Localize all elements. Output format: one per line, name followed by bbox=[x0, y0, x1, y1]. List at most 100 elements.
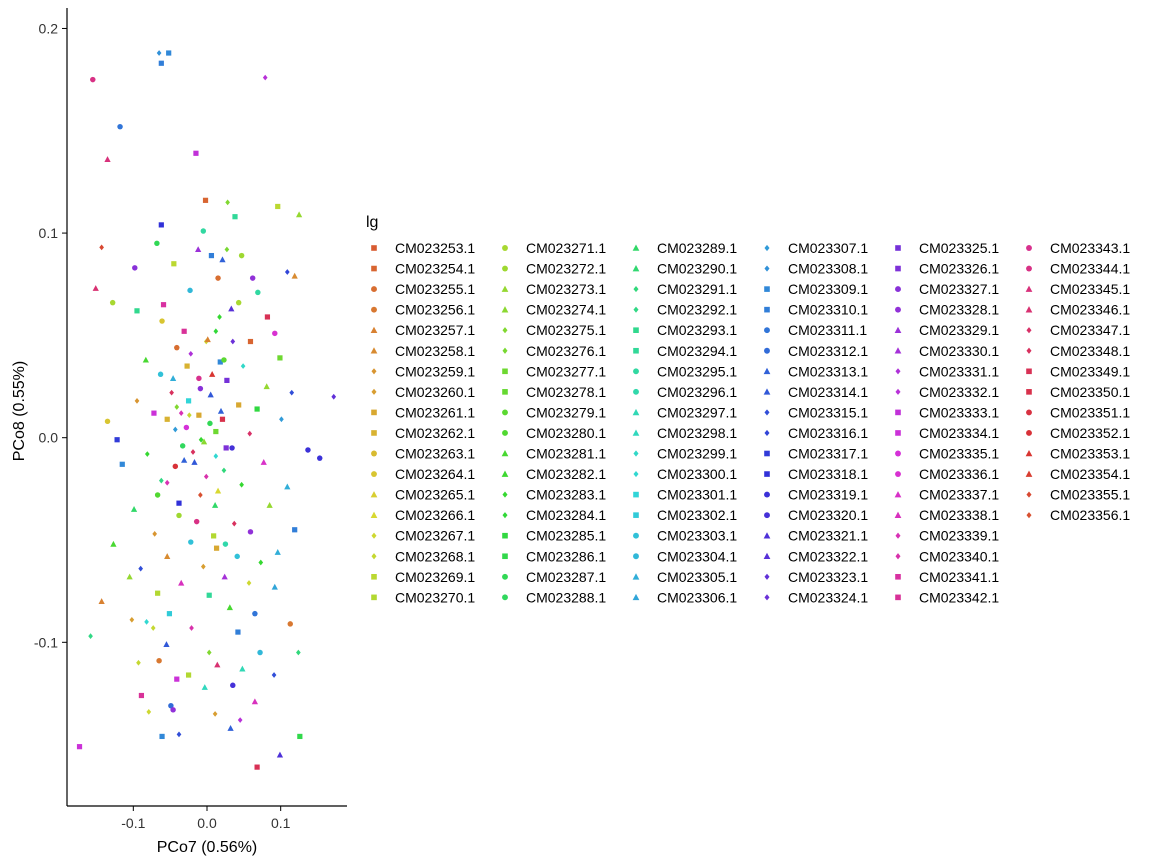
legend-label: CM023297.1 bbox=[657, 404, 737, 420]
legend-item: CM023293.1 bbox=[633, 322, 737, 338]
legend-key bbox=[895, 409, 901, 416]
legend-item: CM023289.1 bbox=[632, 240, 737, 256]
legend-item: CM023301.1 bbox=[633, 487, 737, 503]
data-point bbox=[227, 724, 234, 731]
legend-key bbox=[895, 450, 901, 457]
data-point bbox=[247, 430, 253, 437]
data-point bbox=[176, 500, 182, 506]
legend-label: CM023325.1 bbox=[919, 240, 999, 256]
legend-item: CM023256.1 bbox=[371, 302, 475, 318]
legend-key bbox=[633, 450, 639, 457]
legend-key bbox=[633, 347, 639, 354]
data-point bbox=[200, 228, 207, 234]
legend-key bbox=[764, 594, 770, 601]
data-point bbox=[152, 531, 158, 537]
legend-label: CM023255.1 bbox=[395, 281, 475, 297]
legend-label: CM023284.1 bbox=[526, 507, 606, 523]
legend-item: CM023349.1 bbox=[1026, 363, 1130, 379]
axes: -0.1 0.0 0.1 -0.1 0.0 0.1 0.2 bbox=[34, 8, 347, 831]
data-point bbox=[223, 445, 229, 451]
legend-item: CM023273.1 bbox=[501, 281, 606, 297]
legend-label: CM023288.1 bbox=[526, 589, 606, 605]
legend-label: CM023274.1 bbox=[526, 302, 606, 318]
legend-item: CM023259.1 bbox=[371, 363, 475, 379]
legend-item: CM023264.1 bbox=[371, 466, 475, 482]
data-point bbox=[155, 590, 161, 596]
legend-label: CM023306.1 bbox=[657, 589, 737, 605]
data-point bbox=[174, 344, 180, 351]
legend-label: CM023339.1 bbox=[919, 528, 999, 544]
data-point bbox=[151, 410, 157, 416]
data-point bbox=[169, 375, 177, 381]
legend-item: CM023331.1 bbox=[895, 363, 999, 379]
legend-label: CM023264.1 bbox=[395, 466, 475, 482]
legend-key bbox=[502, 573, 508, 580]
data-point bbox=[214, 661, 221, 668]
legend-item: CM023347.1 bbox=[1026, 322, 1130, 338]
legend-label: CM023305.1 bbox=[657, 569, 737, 585]
data-point bbox=[156, 657, 162, 664]
data-point bbox=[158, 477, 164, 484]
data-point bbox=[154, 492, 161, 498]
data-point bbox=[208, 252, 215, 259]
legend-label: CM023349.1 bbox=[1050, 363, 1130, 379]
data-point bbox=[158, 60, 164, 66]
legend-item: CM023271.1 bbox=[502, 240, 606, 256]
legend-key bbox=[763, 367, 771, 375]
legend-item: CM023305.1 bbox=[632, 569, 737, 585]
legend-label: CM023340.1 bbox=[919, 548, 999, 564]
legend-label: CM023298.1 bbox=[657, 425, 737, 441]
data-point bbox=[262, 74, 268, 81]
legend-key bbox=[1025, 285, 1033, 292]
data-point bbox=[251, 698, 259, 705]
legend-key bbox=[371, 574, 377, 580]
legend-label: CM023289.1 bbox=[657, 240, 737, 256]
data-point bbox=[200, 438, 208, 445]
legend-item: CM023253.1 bbox=[371, 240, 475, 256]
legend-item: CM023324.1 bbox=[764, 589, 868, 605]
data-point bbox=[219, 416, 226, 422]
legend-item: CM023277.1 bbox=[502, 363, 606, 379]
legend-key bbox=[764, 327, 770, 334]
legend-key bbox=[633, 368, 639, 375]
data-point bbox=[317, 455, 323, 461]
legend-item: CM023326.1 bbox=[895, 261, 999, 277]
data-point bbox=[255, 289, 261, 296]
data-point bbox=[195, 246, 202, 253]
data-point bbox=[168, 703, 174, 709]
data-point bbox=[257, 649, 263, 656]
legend-item: CM023350.1 bbox=[1026, 384, 1130, 400]
legend-item: CM023287.1 bbox=[502, 569, 606, 585]
data-point bbox=[178, 410, 184, 416]
legend-label: CM023356.1 bbox=[1050, 507, 1130, 523]
data-point bbox=[276, 751, 284, 758]
legend-item: CM023279.1 bbox=[502, 404, 606, 420]
legend-item: CM023294.1 bbox=[633, 343, 737, 359]
legend-item: CM023286.1 bbox=[502, 548, 606, 564]
legend-label: CM023280.1 bbox=[526, 425, 606, 441]
legend-item: CM023283.1 bbox=[502, 487, 606, 503]
legend-label: CM023303.1 bbox=[657, 528, 737, 544]
data-point bbox=[239, 665, 246, 672]
legend-item: CM023282.1 bbox=[501, 466, 606, 482]
legend-item: CM023345.1 bbox=[1025, 281, 1130, 297]
data-point bbox=[214, 487, 222, 494]
legend-label: CM023286.1 bbox=[526, 548, 606, 564]
legend-item: CM023329.1 bbox=[894, 322, 999, 338]
legend-label: CM023258.1 bbox=[395, 343, 475, 359]
data-point bbox=[129, 616, 135, 623]
data-point bbox=[201, 684, 208, 690]
legend-key bbox=[371, 265, 377, 272]
legend-label: CM023301.1 bbox=[657, 487, 737, 503]
legend-item: CM023300.1 bbox=[633, 466, 737, 482]
legend-label: CM023260.1 bbox=[395, 384, 475, 400]
legend-label: CM023262.1 bbox=[395, 425, 475, 441]
data-point bbox=[198, 492, 203, 498]
data-point bbox=[279, 416, 284, 423]
legend-label: CM023295.1 bbox=[657, 363, 737, 379]
legend-key bbox=[502, 409, 508, 416]
legend-title: lg bbox=[366, 214, 378, 231]
legend-key bbox=[895, 286, 901, 293]
legend-label: CM023273.1 bbox=[526, 281, 606, 297]
data-point bbox=[186, 412, 192, 419]
